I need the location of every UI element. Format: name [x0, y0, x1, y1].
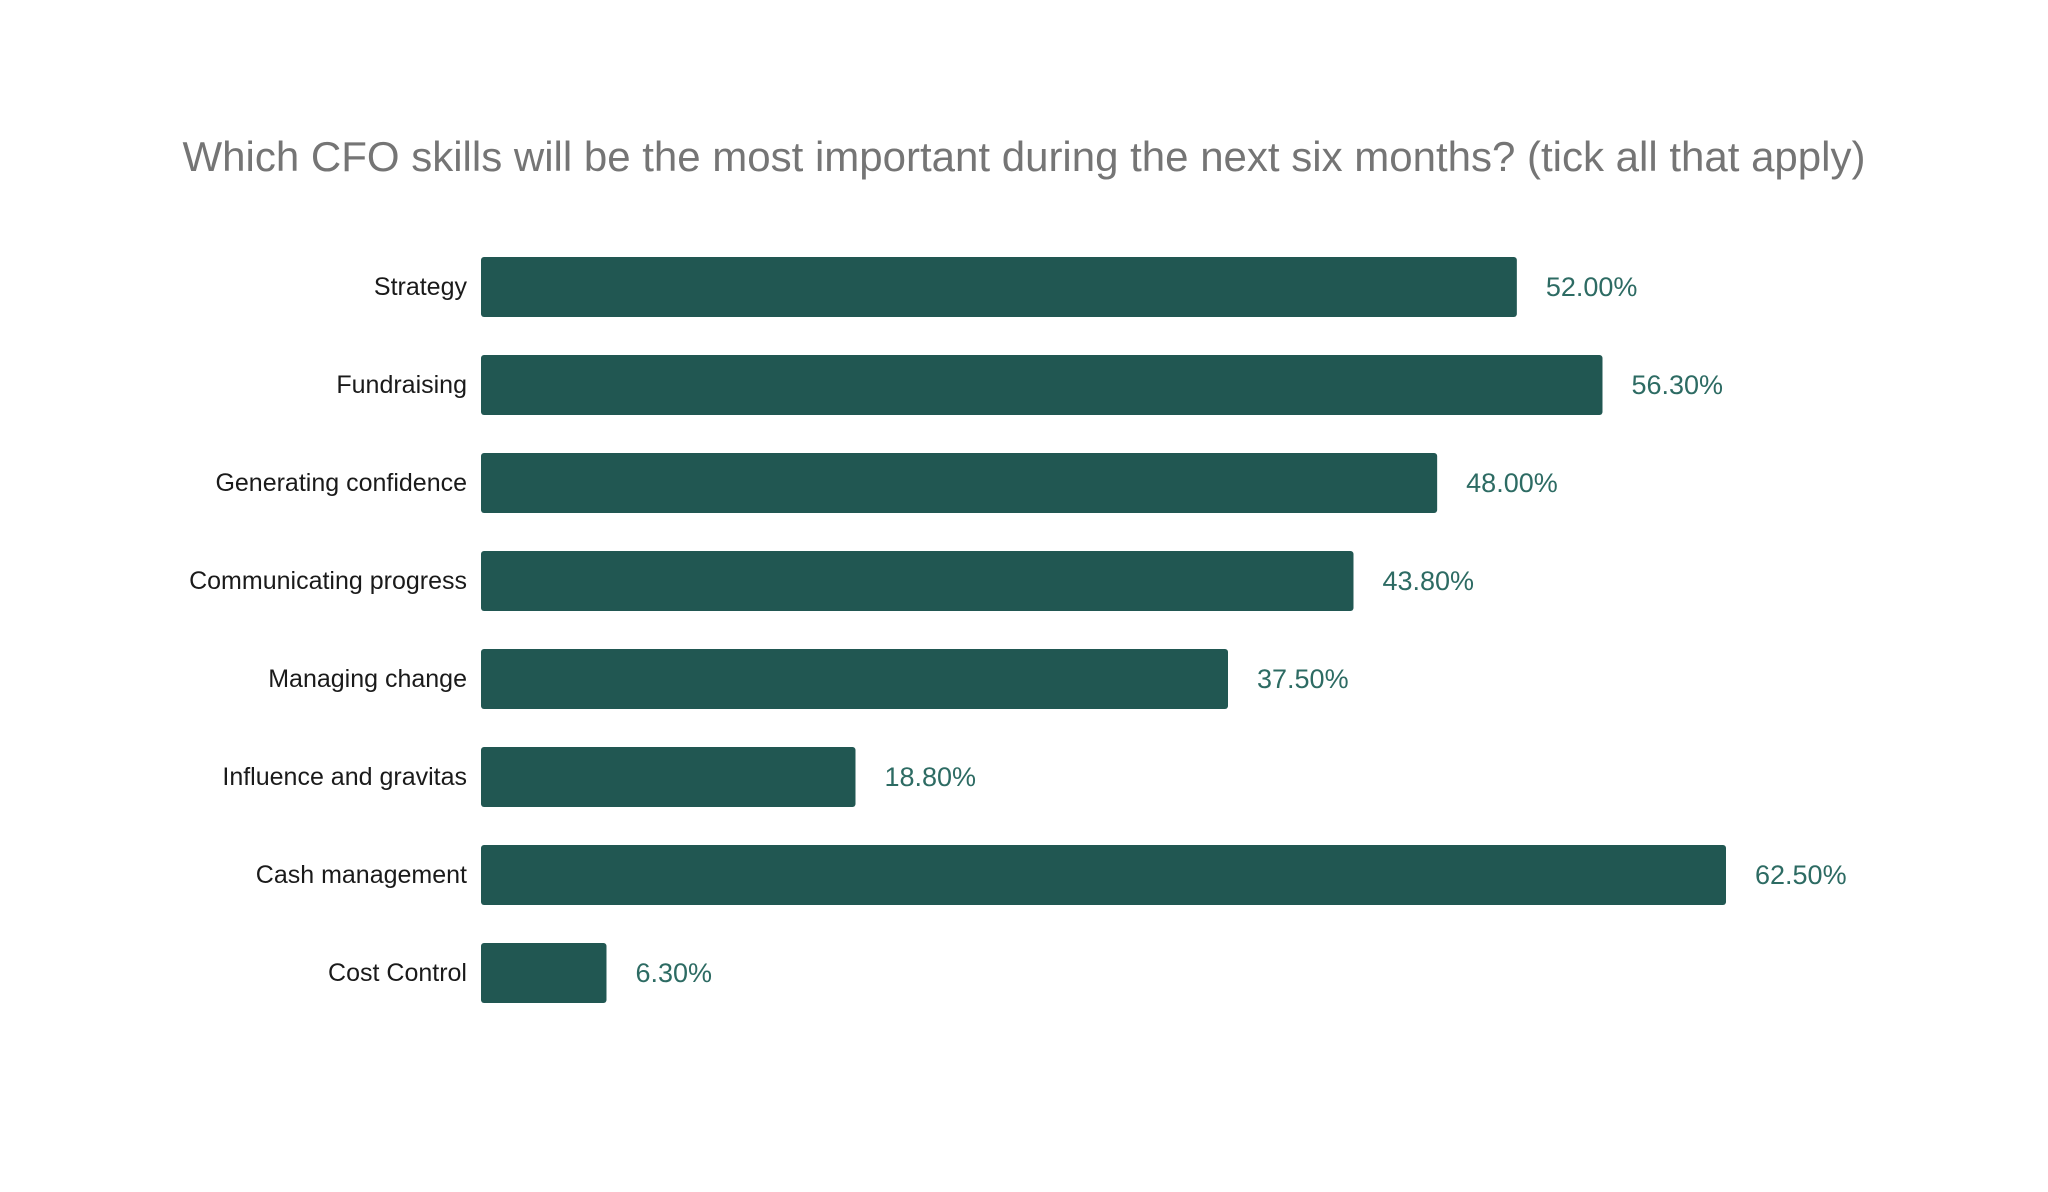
value-label: 62.50%	[1755, 860, 1847, 890]
value-label: 56.30%	[1631, 370, 1723, 400]
bar	[481, 453, 1438, 513]
category-label: Influence and gravitas	[222, 763, 467, 791]
value-label: 43.80%	[1382, 566, 1474, 596]
bar	[481, 943, 607, 1003]
category-label: Managing change	[268, 665, 467, 693]
value-label: 6.30%	[635, 958, 712, 988]
category-label: Strategy	[374, 273, 468, 301]
bar	[481, 551, 1354, 611]
category-label: Communicating progress	[189, 567, 467, 595]
category-label: Cash management	[256, 861, 467, 889]
value-label: 18.80%	[884, 762, 976, 792]
value-label: 52.00%	[1546, 272, 1638, 302]
bar	[481, 257, 1517, 317]
bar	[481, 845, 1726, 905]
bar	[481, 747, 856, 807]
bar	[481, 355, 1603, 415]
category-label: Fundraising	[336, 371, 467, 399]
value-label: 48.00%	[1466, 468, 1558, 498]
value-label: 37.50%	[1257, 664, 1349, 694]
bar	[481, 649, 1228, 709]
chart-title: Which CFO skills will be the most import…	[182, 133, 1866, 180]
category-label: Generating confidence	[215, 469, 467, 497]
category-label: Cost Control	[328, 959, 467, 987]
